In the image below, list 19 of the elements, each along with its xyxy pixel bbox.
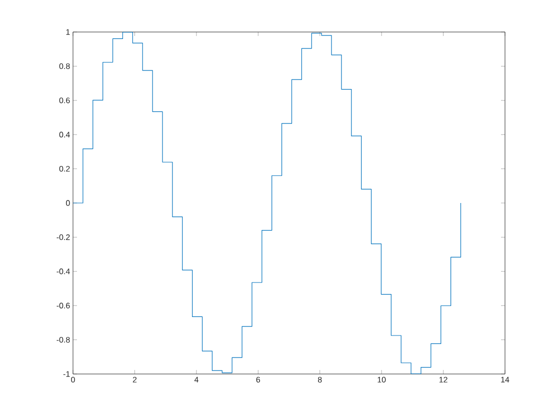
- y-tick-label: -0.6: [56, 302, 70, 308]
- x-tick-label: 2: [132, 376, 137, 382]
- x-tick-label: 12: [439, 376, 448, 382]
- x-tick-label: 6: [256, 376, 260, 383]
- y-tick-label: 0.6: [59, 98, 70, 104]
- y-tick-label: -0.2: [56, 234, 70, 240]
- y-tick-label: 1: [66, 29, 70, 35]
- y-tick-label: 0: [66, 200, 70, 206]
- x-tick-label: 14: [501, 376, 510, 382]
- y-tick-label: 0.4: [59, 132, 70, 138]
- x-tick-label: 0: [71, 376, 75, 383]
- y-tick-label: 0.8: [59, 63, 70, 70]
- x-tick-label: 8: [318, 376, 322, 383]
- x-tick-label: 10: [378, 376, 386, 383]
- y-tick-label: -0.4: [56, 268, 70, 274]
- y-tick-label: 0.2: [59, 166, 70, 172]
- y-tick-label: -0.8: [56, 336, 70, 343]
- x-tick-label: 4: [194, 376, 198, 382]
- y-tick-label: -1: [63, 371, 70, 377]
